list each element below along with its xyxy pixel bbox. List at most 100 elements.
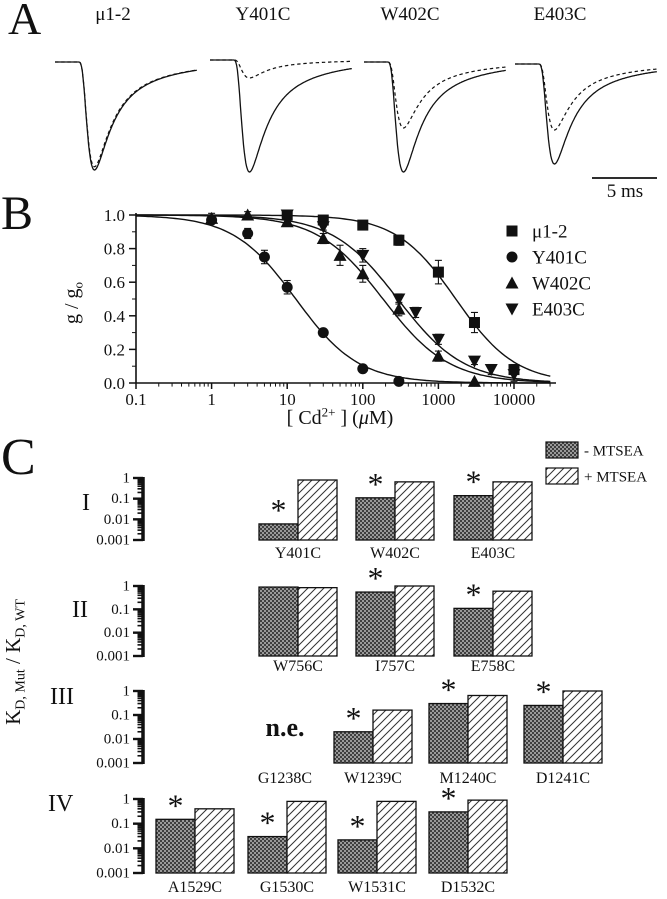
- trace-control-W402C: [364, 61, 506, 173]
- c-significance-asterisk-D1532C: *: [441, 780, 457, 816]
- b-series-μ1-2: [136, 209, 551, 377]
- c-significance-asterisk-W1531C: *: [350, 808, 366, 844]
- b-series-E403C: [136, 209, 551, 383]
- c-bar-group-W1531C: W1531C *: [337, 800, 417, 896]
- c-bar-plus-mtsea-G1530C: [286, 800, 327, 874]
- c-y-tick-label: 0.001: [96, 533, 130, 549]
- c-bar-group-E758C: E758C *: [453, 576, 533, 675]
- c-row-II: II 1 0.1 0.01 0.001 W756C I757C * E758C *: [72, 560, 533, 675]
- c-y-tick-label: 0.01: [104, 841, 130, 857]
- c-significance-asterisk-G1530C: *: [260, 805, 276, 841]
- b-legend-label-Y401C: Y401C: [532, 248, 587, 269]
- c-group-label-A1529C: A1529C: [168, 879, 222, 896]
- b-legend-label-μ1-2: μ1-2: [532, 222, 568, 243]
- c-legend-label-hatch: + MTSEA: [584, 470, 647, 486]
- trace-control-Y401C: [210, 59, 352, 173]
- c-bar-group-M1240C: M1240C *: [428, 672, 508, 787]
- b-x-tick-label: 0.1: [125, 390, 146, 409]
- b-fit-curve-W402C: [136, 214, 551, 383]
- c-y-tick-label: 0.001: [96, 756, 130, 772]
- b-x-tick-label: 1: [207, 390, 216, 409]
- b-fit-curve-E403C: [136, 214, 551, 383]
- c-y-tick-label: 0.1: [111, 816, 130, 832]
- b-fit-curve-Y401C: [135, 215, 551, 384]
- c-significance-asterisk-M1240C: *: [441, 672, 457, 708]
- c-bar-plus-mtsea-E758C: [492, 590, 533, 657]
- c-y-tick-label: 1: [123, 792, 131, 808]
- panel-c-bar-chart: I10.10.010.001Y401C*W402C*E403C*II10.10.…: [1, 441, 647, 896]
- c-bar-minus-mtsea-M1240C: [428, 702, 469, 764]
- c-bar-plus-mtsea-W1239C: [372, 709, 413, 764]
- c-y-tick-label: 0.1: [111, 602, 130, 618]
- c-bar-minus-mtsea-G1530C: [247, 835, 288, 874]
- c-y-tick-label: 0.001: [96, 649, 130, 665]
- c-group-label-W402C: W402C: [370, 545, 420, 562]
- c-significance-asterisk-W402C: *: [368, 466, 384, 502]
- b-y-tick-label: 0.4: [104, 307, 126, 326]
- c-y-tick-label: 1: [123, 471, 131, 487]
- b-legend-label-E403C: E403C: [532, 300, 585, 321]
- panel-b-axes: 0.0 0.2 0.4 0.6 0.8 1.0 0.1 1 10 100 1000 10000: [104, 206, 556, 409]
- panel-b-dose-response-chart: 0.0 0.2 0.4 0.6 0.8 1.0 0.1 1 10 100 1000 10000 g / …: [61, 206, 591, 429]
- c-row-I: I 1 0.1 0.01 0.001 Y401C * W402C * E403C *: [82, 464, 533, 562]
- c-bar-minus-mtsea-D1532C: [428, 811, 469, 874]
- trace-cd-blocked-Y401C: [210, 59, 352, 79]
- c-significance-asterisk-W1239C: *: [346, 700, 362, 736]
- c-y-tick-label: 0.01: [104, 512, 130, 528]
- b-x-tick-label: 1000: [421, 390, 455, 409]
- c-bar-plus-mtsea-D1241C: [562, 690, 603, 764]
- b-y-tick-label: 0.0: [104, 374, 125, 393]
- c-significance-asterisk-E403C: *: [466, 464, 482, 500]
- c-bar-group-A1529C: A1529C *: [155, 787, 235, 896]
- c-y-tick-label: 0.01: [104, 625, 130, 641]
- c-bar-group-W1239C: W1239C *: [333, 700, 413, 787]
- b-series-W402C: [136, 208, 551, 387]
- c-bar-group-G1238C: G1238C n.e.: [258, 713, 312, 787]
- trace-label-w402c: W402C: [380, 4, 440, 25]
- c-significance-asterisk-E758C: *: [466, 576, 482, 612]
- c-group-label-E403C: E403C: [471, 545, 515, 562]
- c-bar-plus-mtsea-D1532C: [467, 799, 508, 874]
- b-legend-label-W402C: W402C: [532, 274, 591, 295]
- trace-label-mu1-2: μ1-2: [95, 4, 131, 25]
- b-x-tick-label: 10000: [493, 390, 536, 409]
- c-bar-plus-mtsea-A1529C: [194, 808, 235, 874]
- c-no-effect-note: n.e.: [266, 713, 305, 742]
- c-bar-plus-mtsea-W1531C: [376, 800, 417, 874]
- c-bar-minus-mtsea-W402C: [355, 497, 396, 541]
- panel-b-letter: B: [1, 187, 34, 240]
- c-bar-group-W756C: W756C: [258, 586, 338, 675]
- c-y-tick-label: 0.01: [104, 732, 130, 748]
- c-y-tick-label: 1: [123, 579, 131, 595]
- b-series-Y401C: [135, 214, 551, 387]
- c-legend-label-stipple: - MTSEA: [584, 444, 644, 460]
- trace-control-μ1-2: [55, 61, 197, 171]
- c-group-label-G1238C: G1238C: [258, 770, 312, 787]
- panel-a-current-traces: [55, 59, 657, 179]
- c-bar-group-W402C: W402C *: [355, 466, 435, 562]
- c-significance-asterisk-D1241C: *: [536, 673, 552, 709]
- panel-c-letter: C: [1, 429, 36, 486]
- c-significance-asterisk-Y401C: *: [271, 492, 287, 528]
- c-bar-minus-mtsea-E403C: [453, 494, 494, 541]
- c-bar-plus-mtsea-I757C: [394, 585, 435, 657]
- c-bar-minus-mtsea-I757C: [355, 591, 396, 657]
- c-bar-group-Y401C: Y401C *: [258, 479, 338, 562]
- trace-label-y401c: Y401C: [235, 4, 291, 25]
- b-y-tick-label: 0.2: [104, 340, 125, 359]
- c-bar-minus-mtsea-W756C: [258, 586, 299, 657]
- c-bar-minus-mtsea-D1241C: [523, 704, 564, 764]
- c-group-label-W756C: W756C: [273, 658, 323, 675]
- c-y-tick-label: 0.001: [96, 866, 130, 882]
- c-legend-swatch-stipple: [545, 441, 579, 459]
- c-bar-plus-mtsea-W402C: [394, 481, 435, 541]
- c-bar-group-D1241C: D1241C *: [523, 673, 603, 787]
- c-row-label-I: I: [82, 490, 90, 516]
- b-y-axis-label: g / go: [61, 282, 85, 324]
- c-significance-asterisk-I757C: *: [368, 560, 384, 596]
- b-y-tick-label: 0.6: [104, 273, 125, 292]
- b-x-tick-label: 100: [350, 390, 376, 409]
- c-group-label-D1532C: D1532C: [441, 879, 495, 896]
- b-y-tick-label: 0.8: [104, 240, 125, 259]
- c-bar-minus-mtsea-W1531C: [337, 839, 378, 874]
